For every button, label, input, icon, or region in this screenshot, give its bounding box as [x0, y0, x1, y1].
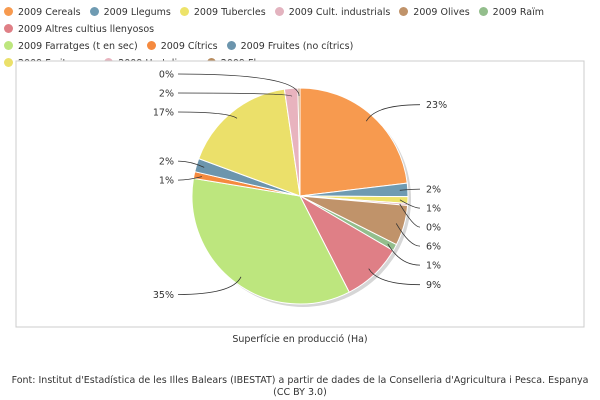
- label-connector: [395, 223, 421, 247]
- x-axis-label: Superfície en producció (Ha): [232, 334, 368, 345]
- data-label: 2%: [159, 157, 174, 168]
- data-label: 0%: [426, 223, 441, 234]
- legend-marker: [4, 7, 13, 16]
- data-label: 35%: [153, 290, 174, 301]
- label-connector: [399, 203, 421, 228]
- data-label: 6%: [426, 242, 441, 253]
- legend-item[interactable]: 2009 Farratges (t en sec): [4, 38, 138, 55]
- label-connector: [399, 188, 421, 191]
- label-connector: [177, 73, 300, 97]
- source-caption: Font: Institut d'Estadística de les Ille…: [0, 375, 600, 399]
- legend-label: 2009 Altres cultius llenyosos: [18, 24, 155, 35]
- legend-label: 2009 Fruites (no cítrics): [240, 41, 354, 52]
- legend-marker: [399, 7, 409, 16]
- legend-marker: [179, 7, 189, 16]
- label-connector: [177, 111, 238, 119]
- data-label: 17%: [153, 108, 174, 119]
- legend-marker: [274, 7, 284, 16]
- label-connector: [387, 243, 421, 266]
- label-connector: [177, 160, 205, 168]
- label-connector: [365, 104, 421, 122]
- legend-item[interactable]: 2009 Fruites (no cítrics): [226, 38, 354, 55]
- legend-marker: [478, 7, 488, 16]
- legend-marker: [226, 41, 236, 50]
- legend-label: 2009 Cereals: [18, 7, 81, 18]
- legend-label: 2009 Farratges (t en sec): [18, 41, 138, 52]
- legend-item[interactable]: 2009 Cult. industrials: [274, 4, 391, 21]
- label-connector: [177, 92, 293, 97]
- legend-label: 2009 Cult. industrials: [288, 7, 391, 18]
- label-connector: [399, 199, 421, 209]
- data-label: 0%: [159, 70, 174, 81]
- legend-marker: [4, 58, 13, 67]
- source-line-1: Font: Institut d'Estadística de les Ille…: [11, 375, 589, 386]
- legend-item[interactable]: 2009 Tubercles: [179, 4, 266, 21]
- legend-item[interactable]: 2009 Altres cultius llenyosos: [4, 21, 154, 38]
- label-connector: [177, 176, 202, 181]
- label-connector: [368, 268, 421, 286]
- data-label: 1%: [426, 261, 441, 272]
- legend-label: 2009 Llegums: [103, 7, 171, 18]
- source-line-2: (CC BY 3.0): [273, 387, 327, 398]
- data-label: 1%: [159, 176, 174, 187]
- legend-label: 2009 Raïm: [492, 7, 544, 18]
- legend-item[interactable]: 2009 Cereals: [4, 4, 81, 21]
- data-label: 2%: [159, 89, 174, 100]
- legend-marker: [4, 24, 13, 33]
- legend-item[interactable]: 2009 Llegums: [89, 4, 171, 21]
- legend-label: 2009 Cítrics: [160, 41, 218, 52]
- legend-marker: [4, 41, 13, 50]
- data-label: 23%: [426, 100, 447, 111]
- legend-item[interactable]: 2009 Olives: [399, 4, 470, 21]
- data-label: 9%: [426, 280, 441, 291]
- legend-item[interactable]: 2009 Raïm: [478, 4, 544, 21]
- legend-marker: [146, 41, 156, 50]
- label-connector: [177, 276, 242, 295]
- legend-label: 2009 Olives: [413, 7, 470, 18]
- pie-slice[interactable]: [198, 88, 301, 197]
- pie-slice[interactable]: [297, 87, 301, 197]
- data-label: 1%: [426, 204, 441, 215]
- legend-label: 2009 Tubercles: [193, 7, 266, 18]
- legend-item[interactable]: 2009 Cítrics: [146, 38, 218, 55]
- legend-marker: [89, 7, 99, 16]
- data-label: 2%: [426, 185, 441, 196]
